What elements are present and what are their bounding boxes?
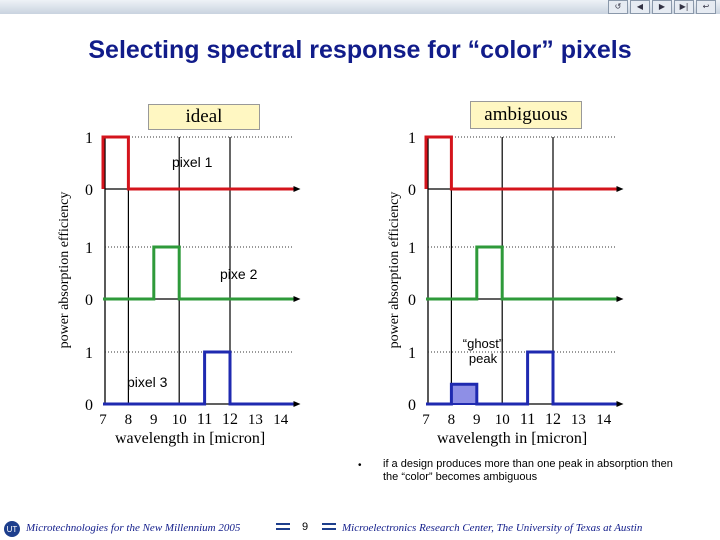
level-one-label-0: 1 xyxy=(85,130,93,147)
trace-series-1 xyxy=(424,135,617,191)
level-one-label-2: 1 xyxy=(85,345,93,362)
trace-pixel-1 xyxy=(101,135,294,191)
x-tick-label-14: 14 xyxy=(273,412,289,428)
level-one-label-1: 1 xyxy=(408,240,416,257)
x-tick-label-8: 8 xyxy=(448,412,456,428)
x-tick-label-10: 10 xyxy=(495,412,510,428)
axis-arrow-1 xyxy=(616,296,624,302)
x-tick-label-10: 10 xyxy=(172,412,187,428)
trace-series-2 xyxy=(426,245,617,301)
bullet-text: if a design produces more than one peak … xyxy=(383,458,673,483)
label-ideal: ideal xyxy=(148,104,260,130)
top-bar: ↺ ◀ ▶ ▶| ↩ xyxy=(0,0,720,14)
x-tick-label-7: 7 xyxy=(99,412,107,428)
axis-arrow-0 xyxy=(616,186,624,192)
footer: UT Microtechnologies for the New Millenn… xyxy=(0,515,720,540)
pixel-1-label: pixel 1 xyxy=(172,154,213,170)
footer-decor: UT xyxy=(4,521,336,537)
level-zero-label-0: 0 xyxy=(85,182,93,199)
axis-arrow-2 xyxy=(293,401,301,407)
x-tick-label-12: 12 xyxy=(222,411,238,428)
right-ylabel: power absorption efficiency xyxy=(387,191,402,349)
nav-button-home-icon[interactable]: ↺ xyxy=(608,0,628,14)
x-tick-label-8: 8 xyxy=(125,412,133,428)
level-zero-label-1: 0 xyxy=(85,292,93,309)
axis-arrow-2 xyxy=(616,401,624,407)
trace-series-3 xyxy=(426,350,617,406)
trace-pixel-3 xyxy=(103,350,294,406)
pixel-2-label: pixe 2 xyxy=(220,266,258,282)
x-tick-label-9: 9 xyxy=(473,412,481,428)
bullet-marker: • xyxy=(358,460,362,471)
footer-logo-icon xyxy=(4,521,20,537)
level-one-label-0: 1 xyxy=(408,130,416,147)
level-zero-label-1: 0 xyxy=(408,292,416,309)
level-zero-label-2: 0 xyxy=(85,397,93,414)
axis-arrow-1 xyxy=(293,296,301,302)
footer-right-text: Microelectronics Research Center, The Un… xyxy=(342,522,643,534)
nav-button-end-icon[interactable]: ▶| xyxy=(674,0,694,14)
trace-pixe-2 xyxy=(103,245,294,301)
x-tick-label-12: 12 xyxy=(545,411,561,428)
level-zero-label-2: 0 xyxy=(408,397,416,414)
left-ylabel: power absorption efficiency xyxy=(57,191,72,349)
x-tick-label-13: 13 xyxy=(571,412,586,428)
nav-buttons: ↺ ◀ ▶ ▶| ↩ xyxy=(608,0,716,14)
label-ambiguous: ambiguous xyxy=(470,101,582,129)
level-one-label-2: 1 xyxy=(408,345,416,362)
footer-logo-mark: UT xyxy=(7,525,18,534)
axis-arrow-0 xyxy=(293,186,301,192)
ghost-peak-annotation: “ghost” peak xyxy=(462,336,504,366)
x-tick-label-9: 9 xyxy=(150,412,158,428)
x-tick-label-11: 11 xyxy=(520,411,535,428)
nav-button-return-icon[interactable]: ↩ xyxy=(696,0,716,14)
left-xlabel: wavelength in [micron] xyxy=(115,430,266,447)
level-one-label-1: 1 xyxy=(85,240,93,257)
nav-button-previous-icon[interactable]: ◀ xyxy=(630,0,650,14)
x-tick-label-7: 7 xyxy=(422,412,430,428)
nav-button-next-icon[interactable]: ▶ xyxy=(652,0,672,14)
right-xlabel: wavelength in [micron] xyxy=(437,430,588,447)
x-tick-label-13: 13 xyxy=(248,412,263,428)
level-zero-label-0: 0 xyxy=(408,182,416,199)
x-tick-label-11: 11 xyxy=(197,411,212,428)
pixel-3-label: pixel 3 xyxy=(127,374,168,390)
x-tick-label-14: 14 xyxy=(596,412,612,428)
ghost-peak-bar xyxy=(450,383,478,405)
page-title: Selecting spectral response for “color” … xyxy=(88,36,632,64)
footer-left-text: Microtechnologies for the New Millennium… xyxy=(26,522,241,534)
page-number: 9 xyxy=(302,521,309,533)
